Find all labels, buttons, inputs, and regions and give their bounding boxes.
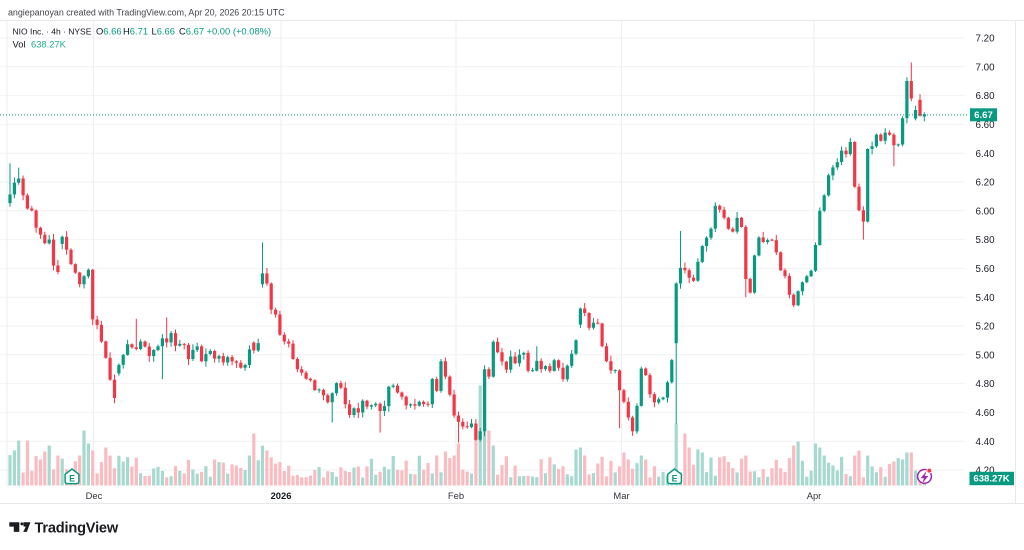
svg-text:C6.67: C6.67 — [179, 25, 204, 36]
svg-text:638.27K: 638.27K — [31, 39, 67, 50]
svg-text:6.40: 6.40 — [976, 149, 996, 160]
svg-text:6.20: 6.20 — [976, 178, 996, 189]
svg-text:TradingView: TradingView — [35, 521, 119, 537]
svg-text:4.20: 4.20 — [976, 466, 996, 477]
svg-text:H6.71: H6.71 — [123, 25, 148, 36]
svg-text:7.20: 7.20 — [976, 34, 996, 45]
svg-text:Feb: Feb — [448, 490, 464, 501]
svg-text:E: E — [672, 473, 678, 483]
svg-text:2026: 2026 — [271, 490, 292, 501]
svg-text:4.40: 4.40 — [976, 437, 996, 448]
svg-text:4.80: 4.80 — [976, 379, 996, 390]
svg-text:5.80: 5.80 — [976, 235, 996, 246]
svg-text:O6.66: O6.66 — [96, 25, 122, 36]
svg-text:638.27K: 638.27K — [973, 474, 1009, 485]
svg-text:angiepanoyan created with Trad: angiepanoyan created with TradingView.co… — [8, 8, 285, 18]
svg-text:NIO Inc. · 4h · NYSE: NIO Inc. · 4h · NYSE — [13, 26, 92, 36]
svg-text:+0.00 (+0.08%): +0.00 (+0.08%) — [207, 25, 272, 36]
svg-text:E: E — [69, 473, 75, 483]
svg-text:5.00: 5.00 — [976, 350, 996, 361]
svg-text:5.40: 5.40 — [976, 293, 996, 304]
svg-text:7.00: 7.00 — [976, 62, 996, 73]
svg-text:4.60: 4.60 — [976, 408, 996, 419]
svg-text:5.60: 5.60 — [976, 264, 996, 275]
svg-text:5.20: 5.20 — [976, 322, 996, 333]
svg-text:6.80: 6.80 — [976, 91, 996, 102]
svg-text:6.67: 6.67 — [974, 110, 993, 121]
svg-text:Mar: Mar — [613, 490, 629, 501]
svg-text:6.60: 6.60 — [976, 120, 996, 131]
svg-text:Apr: Apr — [807, 490, 822, 501]
svg-text:6.00: 6.00 — [976, 206, 996, 217]
svg-text:L6.66: L6.66 — [152, 25, 175, 36]
svg-text:Dec: Dec — [86, 490, 103, 501]
svg-text:Vol: Vol — [13, 39, 26, 50]
